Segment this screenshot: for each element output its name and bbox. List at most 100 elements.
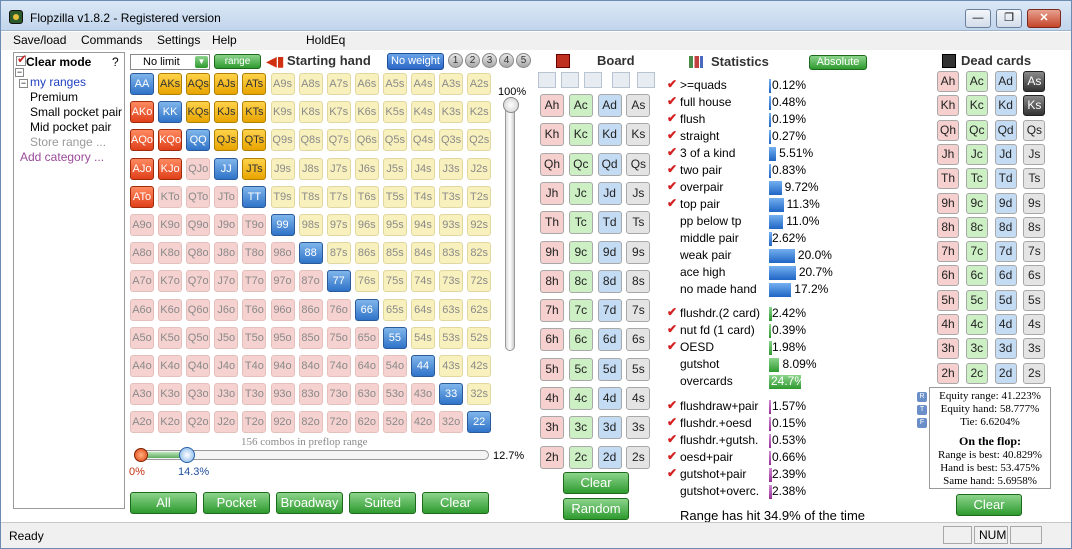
hand-cell-T4o[interactable]: T4o xyxy=(242,355,267,377)
hand-cell-72o[interactable]: 72o xyxy=(326,411,351,434)
hand-cell-J7s[interactable]: J7s xyxy=(326,157,351,180)
hand-cell-QJs[interactable]: QJs xyxy=(214,129,239,152)
board-card-8d[interactable]: 8d xyxy=(597,269,622,293)
hand-cell-93s[interactable]: 93s xyxy=(439,214,464,236)
hand-cell-99[interactable]: 99 xyxy=(270,214,295,236)
hand-cell-A2s[interactable]: A2s xyxy=(467,73,492,95)
hand-cell-T6o[interactable]: T6o xyxy=(242,298,267,321)
hand-cell-J8s[interactable]: J8s xyxy=(298,157,323,180)
board-card-2h[interactable]: 2h xyxy=(540,445,564,469)
hand-cell-77[interactable]: 77 xyxy=(326,270,351,293)
hand-cell-T3s[interactable]: T3s xyxy=(439,185,464,208)
hand-cell-76o[interactable]: 76o xyxy=(326,298,351,321)
hand-cell-Q5o[interactable]: Q5o xyxy=(186,326,211,349)
menu-save-load[interactable]: Save/load xyxy=(13,33,67,47)
hand-cell-82o[interactable]: 82o xyxy=(298,411,323,434)
board-card-8s[interactable]: 8s xyxy=(626,269,651,293)
hand-cell-T2o[interactable]: T2o xyxy=(242,411,267,434)
hand-cell-92s[interactable]: 92s xyxy=(467,214,492,236)
dead-card-Ah[interactable]: Ah xyxy=(937,71,959,92)
hand-cell-62s[interactable]: 62s xyxy=(467,298,492,321)
board-clear-button[interactable]: Clear xyxy=(563,472,629,494)
check-icon[interactable]: ✔ xyxy=(667,196,678,210)
dead-card-Td[interactable]: Td xyxy=(994,168,1017,190)
hand-cell-J9s[interactable]: J9s xyxy=(270,157,295,180)
hand-cell-Q7o[interactable]: Q7o xyxy=(186,270,211,293)
no-weight-button[interactable]: No weight xyxy=(387,53,444,70)
hand-cell-92o[interactable]: 92o xyxy=(270,411,295,434)
hand-cell-A5o[interactable]: A5o xyxy=(130,326,154,349)
hand-cell-J6s[interactable]: J6s xyxy=(354,157,379,180)
dead-card-6d[interactable]: 6d xyxy=(994,265,1017,287)
hand-cell-TT[interactable]: TT xyxy=(242,185,267,208)
check-icon[interactable]: ✔ xyxy=(667,77,678,91)
suited-button[interactable]: Suited xyxy=(349,492,416,514)
hand-cell-74s[interactable]: 74s xyxy=(411,270,435,293)
board-card-Ah[interactable]: Ah xyxy=(540,94,564,117)
hand-cell-KJs[interactable]: KJs xyxy=(214,101,239,124)
dead-card-Kd[interactable]: Kd xyxy=(994,95,1017,117)
hand-cell-T3o[interactable]: T3o xyxy=(242,383,267,406)
board-card-6d[interactable]: 6d xyxy=(597,328,622,352)
help-link[interactable]: ? xyxy=(112,55,119,69)
dead-card-4c[interactable]: 4c xyxy=(965,314,988,335)
hand-cell-72s[interactable]: 72s xyxy=(467,270,492,293)
hand-cell-73o[interactable]: 73o xyxy=(326,383,351,406)
board-card-5s[interactable]: 5s xyxy=(626,357,651,381)
board-card-Qc[interactable]: Qc xyxy=(568,152,593,176)
hand-cell-AJs[interactable]: AJs xyxy=(214,73,239,95)
hand-cell-53o[interactable]: 53o xyxy=(382,383,407,406)
hand-cell-J4s[interactable]: J4s xyxy=(411,157,435,180)
hand-cell-64o[interactable]: 64o xyxy=(354,355,379,377)
hand-cell-AQo[interactable]: AQo xyxy=(130,129,154,152)
hand-cell-76s[interactable]: 76s xyxy=(354,270,379,293)
check-icon[interactable]: ✔ xyxy=(667,162,678,176)
board-card-9s[interactable]: 9s xyxy=(626,240,651,264)
hand-cell-32s[interactable]: 32s xyxy=(467,383,492,406)
board-card-2s[interactable]: 2s xyxy=(626,445,651,469)
hand-cell-86s[interactable]: 86s xyxy=(354,242,379,265)
hand-cell-82s[interactable]: 82s xyxy=(467,242,492,265)
board-card-Th[interactable]: Th xyxy=(540,211,564,235)
dead-card-8s[interactable]: 8s xyxy=(1023,216,1046,238)
hand-cell-K9o[interactable]: K9o xyxy=(158,214,183,236)
weight-1-button[interactable]: 1 xyxy=(448,53,463,68)
board-random-button[interactable]: Random xyxy=(563,498,629,520)
board-card-2c[interactable]: 2c xyxy=(568,445,593,469)
equity-f-button[interactable]: F xyxy=(917,418,927,428)
dead-card-Kh[interactable]: Kh xyxy=(937,95,959,117)
dead-card-9h[interactable]: 9h xyxy=(937,192,959,214)
board-card-4h[interactable]: 4h xyxy=(540,387,564,410)
hand-cell-96s[interactable]: 96s xyxy=(354,214,379,236)
hand-cell-KTo[interactable]: KTo xyxy=(158,185,183,208)
hand-cell-A4o[interactable]: A4o xyxy=(130,355,154,377)
check-icon[interactable]: ✔ xyxy=(667,415,678,429)
hand-cell-98s[interactable]: 98s xyxy=(298,214,323,236)
hand-cell-Q9o[interactable]: Q9o xyxy=(186,214,211,236)
hand-cell-ATo[interactable]: ATo xyxy=(130,185,154,208)
hand-cell-Q5s[interactable]: Q5s xyxy=(382,129,407,152)
hand-cell-98o[interactable]: 98o xyxy=(270,242,295,265)
tree-item-small-pocket-pair[interactable]: Small pocket pair xyxy=(30,105,123,119)
hand-cell-83o[interactable]: 83o xyxy=(298,383,323,406)
hand-cell-32o[interactable]: 32o xyxy=(439,411,464,434)
board-card-7d[interactable]: 7d xyxy=(597,299,622,323)
hand-cell-75s[interactable]: 75s xyxy=(382,270,407,293)
hand-cell-QTs[interactable]: QTs xyxy=(242,129,267,152)
hand-cell-74o[interactable]: 74o xyxy=(326,355,351,377)
hand-cell-55[interactable]: 55 xyxy=(382,326,407,349)
board-card-Tc[interactable]: Tc xyxy=(568,211,593,235)
board-card-9c[interactable]: 9c xyxy=(568,240,593,264)
dead-card-2d[interactable]: 2d xyxy=(994,362,1017,384)
hand-cell-T8o[interactable]: T8o xyxy=(242,242,267,265)
dead-card-3s[interactable]: 3s xyxy=(1023,338,1046,360)
hand-cell-JTo[interactable]: JTo xyxy=(214,185,239,208)
board-card-5h[interactable]: 5h xyxy=(540,357,564,381)
board-card-Jc[interactable]: Jc xyxy=(568,181,593,205)
dead-card-Kc[interactable]: Kc xyxy=(965,95,988,117)
board-card-Jh[interactable]: Jh xyxy=(540,181,564,205)
dead-card-As[interactable]: As xyxy=(1023,71,1046,92)
check-icon[interactable]: ✔ xyxy=(667,432,678,446)
board-card-Kh[interactable]: Kh xyxy=(540,123,564,147)
dead-card-Qh[interactable]: Qh xyxy=(937,119,959,141)
